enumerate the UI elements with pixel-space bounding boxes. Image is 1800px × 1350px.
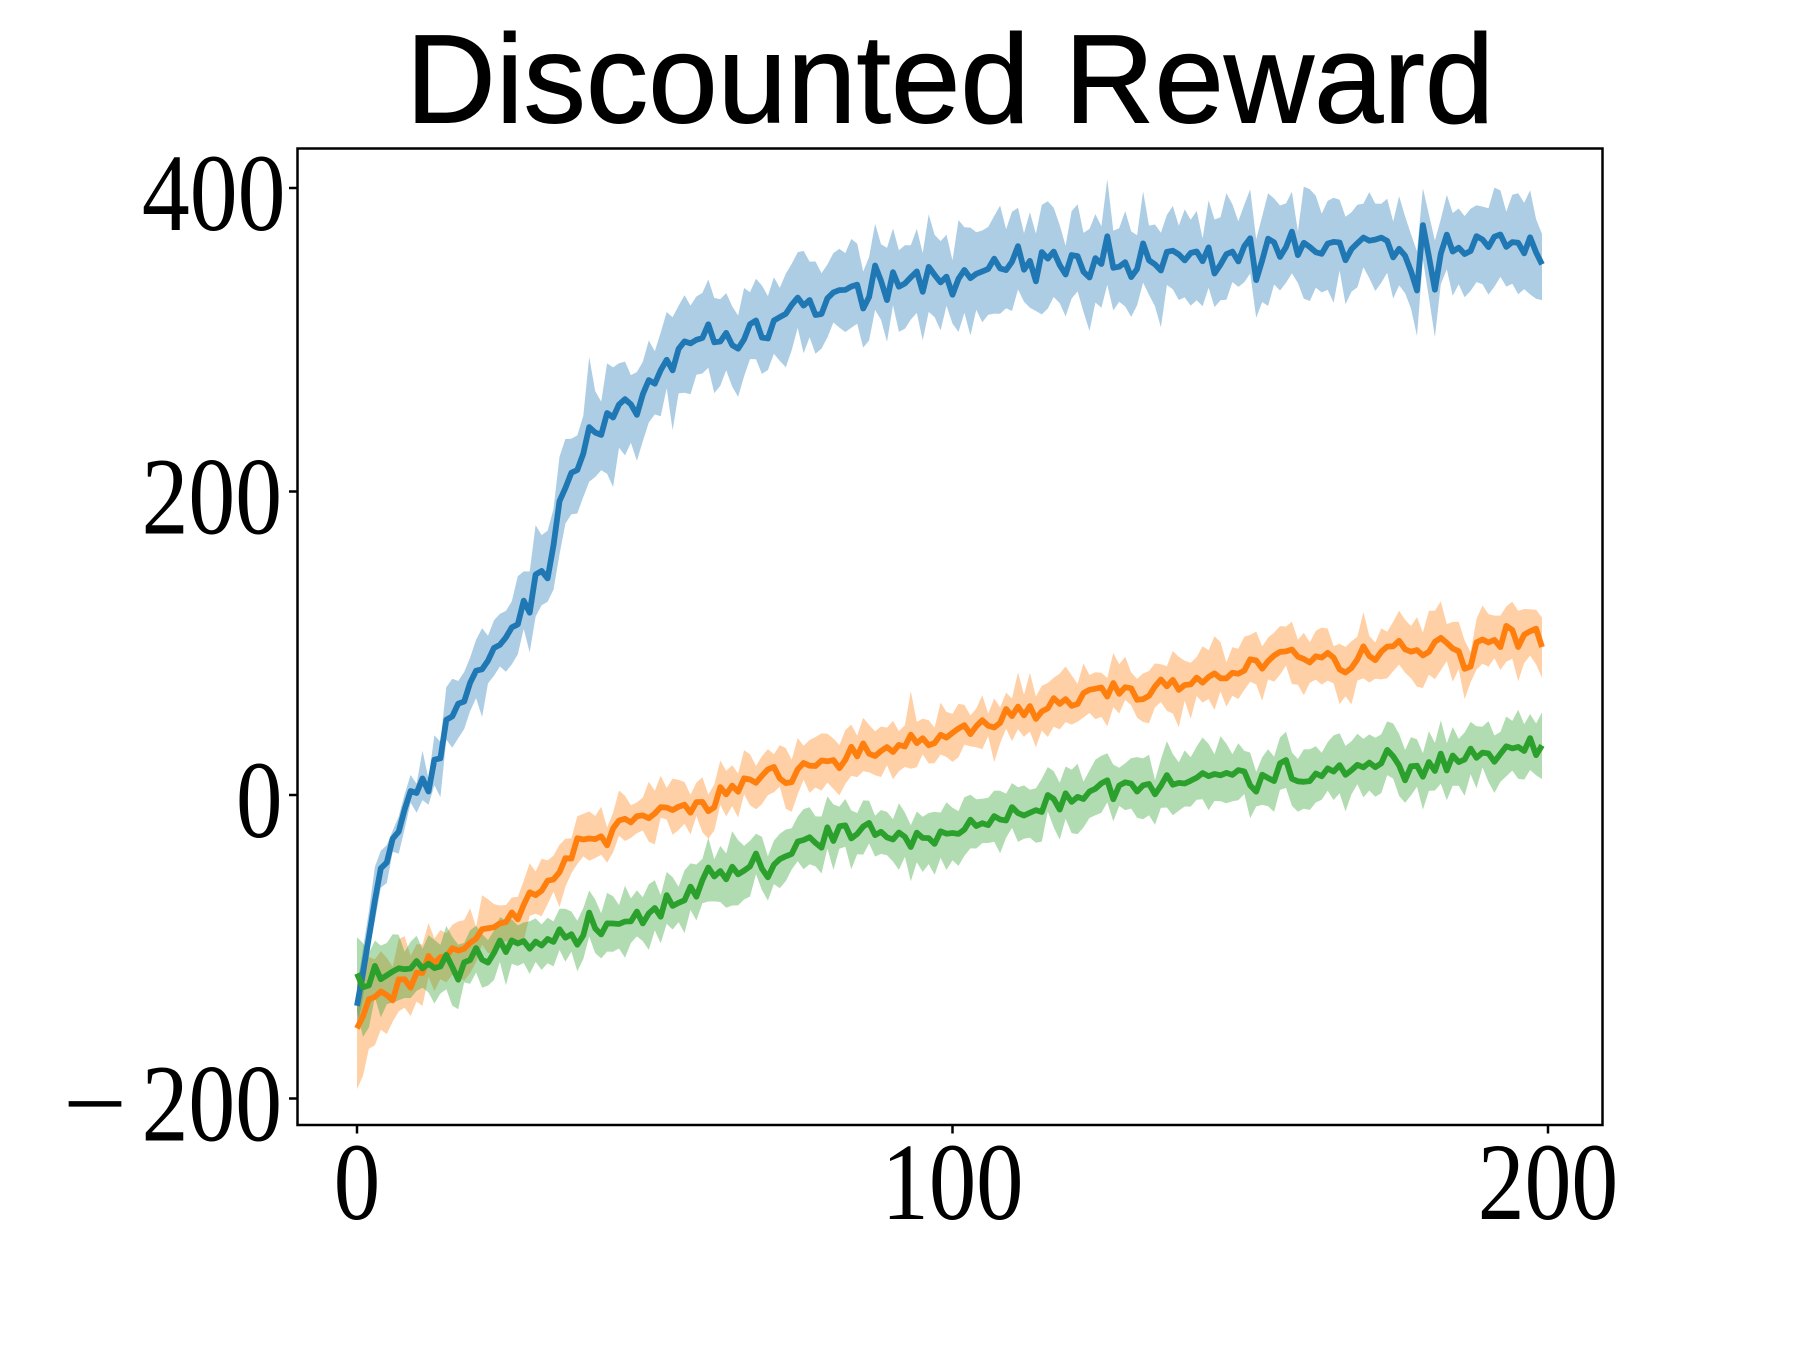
svg-text:−: − <box>63 1043 127 1165</box>
svg-text:0: 0 <box>334 1122 380 1244</box>
svg-text:0: 0 <box>236 740 282 862</box>
svg-text:100: 100 <box>881 1123 1023 1244</box>
svg-text:200: 200 <box>1478 1122 1618 1244</box>
svg-text:400: 400 <box>142 133 286 255</box>
svg-text:200: 200 <box>142 437 282 559</box>
svg-text:Discounted Reward: Discounted Reward <box>406 9 1494 150</box>
svg-text:200: 200 <box>142 1044 282 1166</box>
